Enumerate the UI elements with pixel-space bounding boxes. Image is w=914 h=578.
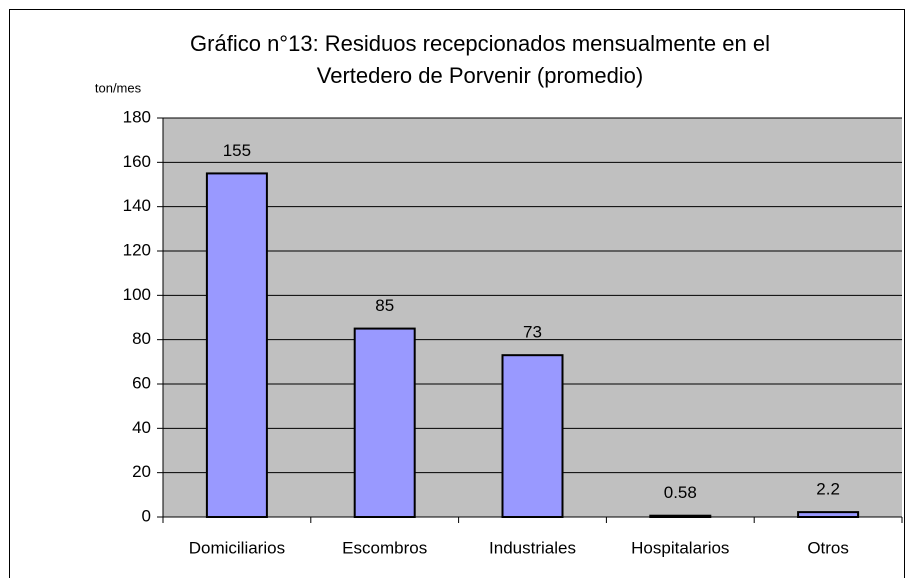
x-tick-label: Domiciliarios <box>189 538 285 557</box>
data-label: 85 <box>375 296 394 315</box>
y-tick-label: 160 <box>123 152 151 171</box>
y-tick-label: 180 <box>123 107 151 126</box>
y-tick-label: 60 <box>132 373 151 392</box>
y-tick-label: 100 <box>123 285 151 304</box>
x-tick-label: Hospitalarios <box>631 538 729 557</box>
chart-title: Gráfico n°13: Residuos recepcionados men… <box>190 31 770 56</box>
bar <box>649 514 712 519</box>
data-label: 0.58 <box>664 483 697 502</box>
data-label: 73 <box>523 323 542 342</box>
y-tick-label: 40 <box>132 418 151 437</box>
data-label: 155 <box>223 141 251 160</box>
y-tick-label: 120 <box>123 240 151 259</box>
x-tick-label: Otros <box>807 538 849 557</box>
y-tick-label: 140 <box>123 196 151 215</box>
chart-title: Vertedero de Porvenir (promedio) <box>317 63 644 88</box>
bar <box>205 172 268 519</box>
data-label: 2.2 <box>816 480 840 499</box>
bar <box>353 327 416 519</box>
bar <box>797 511 860 519</box>
y-tick-label: 80 <box>132 329 151 348</box>
y-axis-label: ton/mes <box>95 80 142 95</box>
x-tick-label: Industriales <box>489 538 576 557</box>
x-tick-label: Escombros <box>342 538 427 557</box>
y-tick-label: 0 <box>142 506 151 525</box>
bar <box>501 354 564 518</box>
y-tick-label: 20 <box>132 462 151 481</box>
